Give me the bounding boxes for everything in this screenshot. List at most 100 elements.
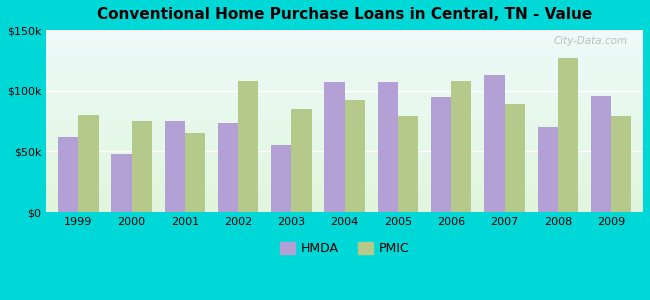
Bar [46, 121, 643, 122]
Bar [46, 158, 643, 159]
Bar [46, 162, 643, 163]
Bar [46, 188, 643, 189]
Bar [46, 70, 643, 71]
Bar [591, 96, 611, 212]
Bar [46, 142, 643, 143]
Bar [46, 105, 643, 106]
Bar [46, 187, 643, 188]
Bar [46, 34, 643, 35]
Bar [46, 37, 643, 38]
Bar [558, 58, 578, 212]
Bar [46, 35, 643, 36]
Bar [46, 192, 643, 193]
Bar [46, 48, 643, 49]
Bar [504, 104, 525, 212]
Bar [46, 156, 643, 157]
Bar [46, 91, 643, 92]
Bar [46, 58, 643, 59]
Bar [46, 110, 643, 111]
Bar [344, 100, 365, 212]
Bar [431, 97, 451, 212]
Bar [46, 163, 643, 164]
Bar [46, 72, 643, 73]
Bar [46, 44, 643, 45]
Bar [46, 41, 643, 42]
Bar [46, 47, 643, 48]
Bar [46, 179, 643, 180]
Bar [46, 148, 643, 149]
Bar [46, 86, 643, 87]
Bar [46, 71, 643, 72]
Bar [111, 154, 131, 212]
Bar [46, 46, 643, 47]
Bar [46, 42, 643, 43]
Bar [46, 143, 643, 144]
Title: Conventional Home Purchase Loans in Central, TN - Value: Conventional Home Purchase Loans in Cent… [97, 7, 592, 22]
Bar [46, 76, 643, 77]
Bar [46, 211, 643, 212]
Bar [46, 33, 643, 34]
Bar [46, 203, 643, 204]
Bar [46, 116, 643, 117]
Bar [46, 124, 643, 125]
Bar [46, 172, 643, 173]
Bar [46, 112, 643, 113]
Bar [46, 64, 643, 65]
Bar [46, 83, 643, 84]
Bar [46, 68, 643, 69]
Bar [46, 174, 643, 175]
Bar [46, 38, 643, 39]
Bar [46, 131, 643, 132]
Bar [46, 54, 643, 55]
Bar [538, 127, 558, 212]
Bar [46, 134, 643, 135]
Bar [46, 201, 643, 202]
Bar [46, 206, 643, 208]
Bar [46, 126, 643, 127]
Legend: HMDA, PMIC: HMDA, PMIC [275, 237, 415, 260]
Bar [46, 152, 643, 153]
Bar [46, 119, 643, 120]
Bar [46, 136, 643, 137]
Bar [46, 113, 643, 114]
Bar [46, 53, 643, 54]
Bar [46, 146, 643, 147]
Bar [46, 84, 643, 85]
Bar [46, 111, 643, 112]
Bar [46, 194, 643, 195]
Bar [46, 155, 643, 156]
Bar [46, 74, 643, 75]
Bar [46, 39, 643, 40]
Bar [46, 106, 643, 107]
Bar [46, 161, 643, 162]
Bar [46, 198, 643, 199]
Bar [46, 75, 643, 76]
Bar [46, 139, 643, 140]
Bar [398, 116, 418, 212]
Bar [46, 185, 643, 186]
Bar [46, 104, 643, 105]
Bar [46, 61, 643, 62]
Bar [46, 145, 643, 146]
Bar [46, 149, 643, 150]
Bar [611, 116, 631, 212]
Bar [46, 69, 643, 70]
Bar [46, 153, 643, 154]
Bar [46, 73, 643, 74]
Bar [46, 123, 643, 124]
Bar [46, 150, 643, 151]
Bar [46, 118, 643, 119]
Bar [46, 77, 643, 78]
Text: City-Data.com: City-Data.com [554, 35, 628, 46]
Bar [46, 157, 643, 158]
Bar [46, 55, 643, 56]
Bar [378, 82, 398, 212]
Bar [46, 96, 643, 97]
Bar [451, 81, 471, 212]
Bar [46, 160, 643, 161]
Bar [46, 171, 643, 172]
Bar [46, 94, 643, 96]
Bar [46, 208, 643, 209]
Bar [78, 115, 99, 212]
Bar [46, 92, 643, 93]
